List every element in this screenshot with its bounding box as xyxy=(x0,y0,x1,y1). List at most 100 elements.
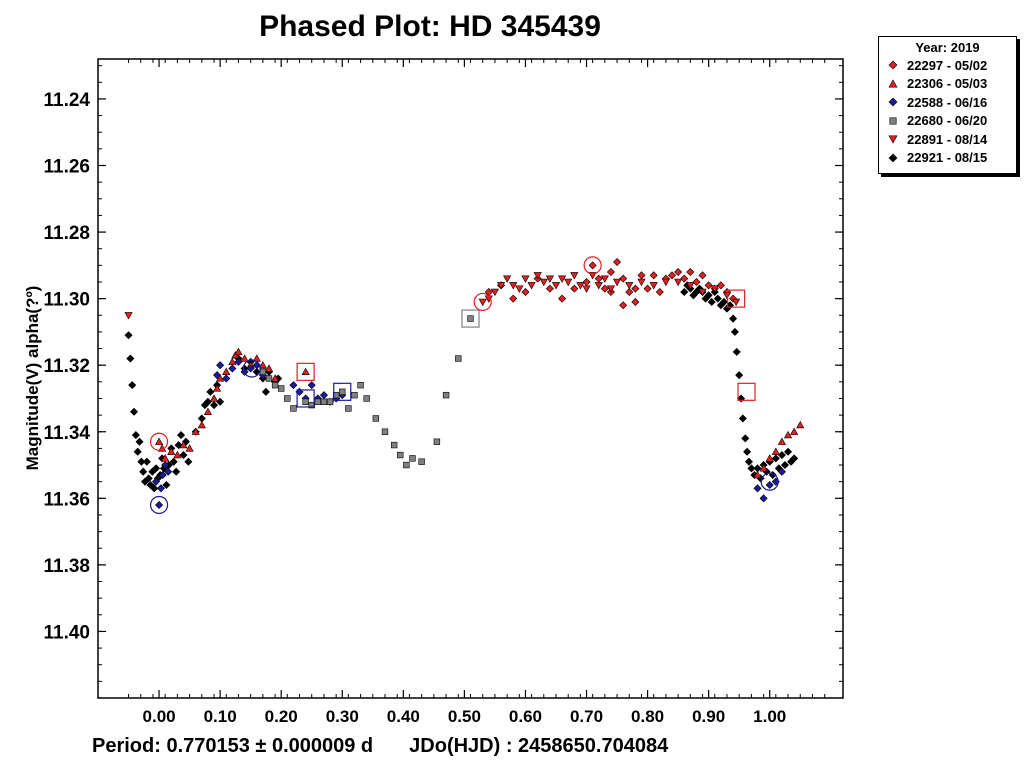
data-point xyxy=(594,282,603,290)
data-point xyxy=(154,437,164,445)
data-point xyxy=(674,267,683,277)
highlight-square xyxy=(296,389,315,408)
data-point xyxy=(478,298,487,307)
data-point xyxy=(261,387,270,396)
data-point xyxy=(301,367,310,376)
legend-marker xyxy=(889,117,897,125)
data-point xyxy=(228,364,237,373)
data-point xyxy=(747,464,756,473)
data-point xyxy=(759,464,768,472)
data-point xyxy=(161,461,170,470)
legend-marker-icon xyxy=(888,79,898,88)
data-point xyxy=(191,427,200,435)
data-point xyxy=(357,381,364,389)
data-point xyxy=(612,278,622,287)
data-point xyxy=(203,397,212,406)
data-point xyxy=(203,407,213,415)
data-point xyxy=(184,457,193,466)
legend: Year: 2019 22297 - 05/02 22306 - 05/03 2… xyxy=(878,36,1017,174)
data-point xyxy=(619,274,628,283)
data-point xyxy=(167,447,176,455)
legend-label: 22891 - 08/14 xyxy=(907,131,988,147)
data-point xyxy=(698,271,707,280)
data-point xyxy=(643,284,652,293)
data-point xyxy=(759,494,768,503)
data-point xyxy=(151,464,161,473)
data-point xyxy=(289,381,298,390)
series-22680-06-20 xyxy=(259,315,474,469)
data-point xyxy=(649,282,658,290)
data-point xyxy=(704,281,713,290)
highlight-circle xyxy=(149,432,169,451)
data-point xyxy=(796,420,805,429)
data-point xyxy=(784,447,793,456)
y-axis-label: Magnitude(V) alpha(?º) xyxy=(23,285,42,471)
data-point xyxy=(363,395,370,402)
data-point xyxy=(777,451,786,460)
data-point xyxy=(179,451,188,460)
data-point xyxy=(539,278,548,287)
data-point xyxy=(206,387,215,396)
data-point xyxy=(326,398,334,405)
data-point xyxy=(735,371,744,380)
legend-marker xyxy=(888,153,898,163)
data-point xyxy=(185,444,194,452)
data-point xyxy=(570,284,579,293)
data-point xyxy=(503,275,512,283)
data-point xyxy=(698,288,707,297)
data-point xyxy=(521,287,530,296)
data-point xyxy=(403,461,410,469)
data-point xyxy=(137,457,146,466)
data-point xyxy=(240,354,249,362)
data-point xyxy=(551,282,561,290)
data-point xyxy=(381,428,389,435)
legend-marker xyxy=(888,79,898,88)
data-point xyxy=(743,447,752,456)
data-point xyxy=(397,451,404,459)
data-point xyxy=(142,457,151,466)
data-point xyxy=(707,297,716,306)
data-point xyxy=(197,420,206,429)
series-22297-05-02 xyxy=(484,257,738,310)
x-tick-label: 0.60 xyxy=(509,707,542,726)
data-point xyxy=(606,285,616,293)
y-tick-label: 11.28 xyxy=(44,223,91,244)
legend-marker xyxy=(888,97,898,107)
data-point xyxy=(290,405,297,412)
data-point xyxy=(124,312,133,320)
data-point xyxy=(124,331,133,340)
y-tick-label: 11.34 xyxy=(44,423,91,444)
legend-label: 22921 - 08/15 xyxy=(907,150,988,166)
data-point xyxy=(169,457,178,466)
data-point xyxy=(631,297,640,306)
highlight-circle xyxy=(583,256,602,275)
data-point xyxy=(212,384,222,392)
legend-label: 22680 - 06/20 xyxy=(907,113,988,129)
data-point xyxy=(777,467,786,476)
data-point xyxy=(210,401,219,410)
legend-entry: 22588 - 06/16 xyxy=(879,93,1016,112)
data-point xyxy=(173,450,182,459)
legend-label: 22588 - 06/16 xyxy=(907,94,988,110)
data-point xyxy=(139,467,148,476)
series-22588-06-16 xyxy=(151,357,786,509)
data-point xyxy=(674,278,683,287)
data-point xyxy=(783,430,793,439)
data-point xyxy=(418,458,425,465)
data-point xyxy=(753,484,762,493)
data-point xyxy=(265,375,273,382)
data-point xyxy=(222,367,231,376)
data-point xyxy=(209,394,219,402)
y-tick-label: 11.32 xyxy=(44,356,91,377)
series-22921-08-15 xyxy=(124,281,799,493)
data-point xyxy=(600,275,609,283)
data-point xyxy=(521,275,530,283)
legend-marker-icon xyxy=(888,97,898,107)
data-point xyxy=(582,285,591,293)
legend-marker-icon xyxy=(888,60,898,70)
data-point xyxy=(631,284,640,293)
data-point xyxy=(155,500,164,509)
data-point xyxy=(667,271,677,280)
data-point xyxy=(128,381,137,390)
